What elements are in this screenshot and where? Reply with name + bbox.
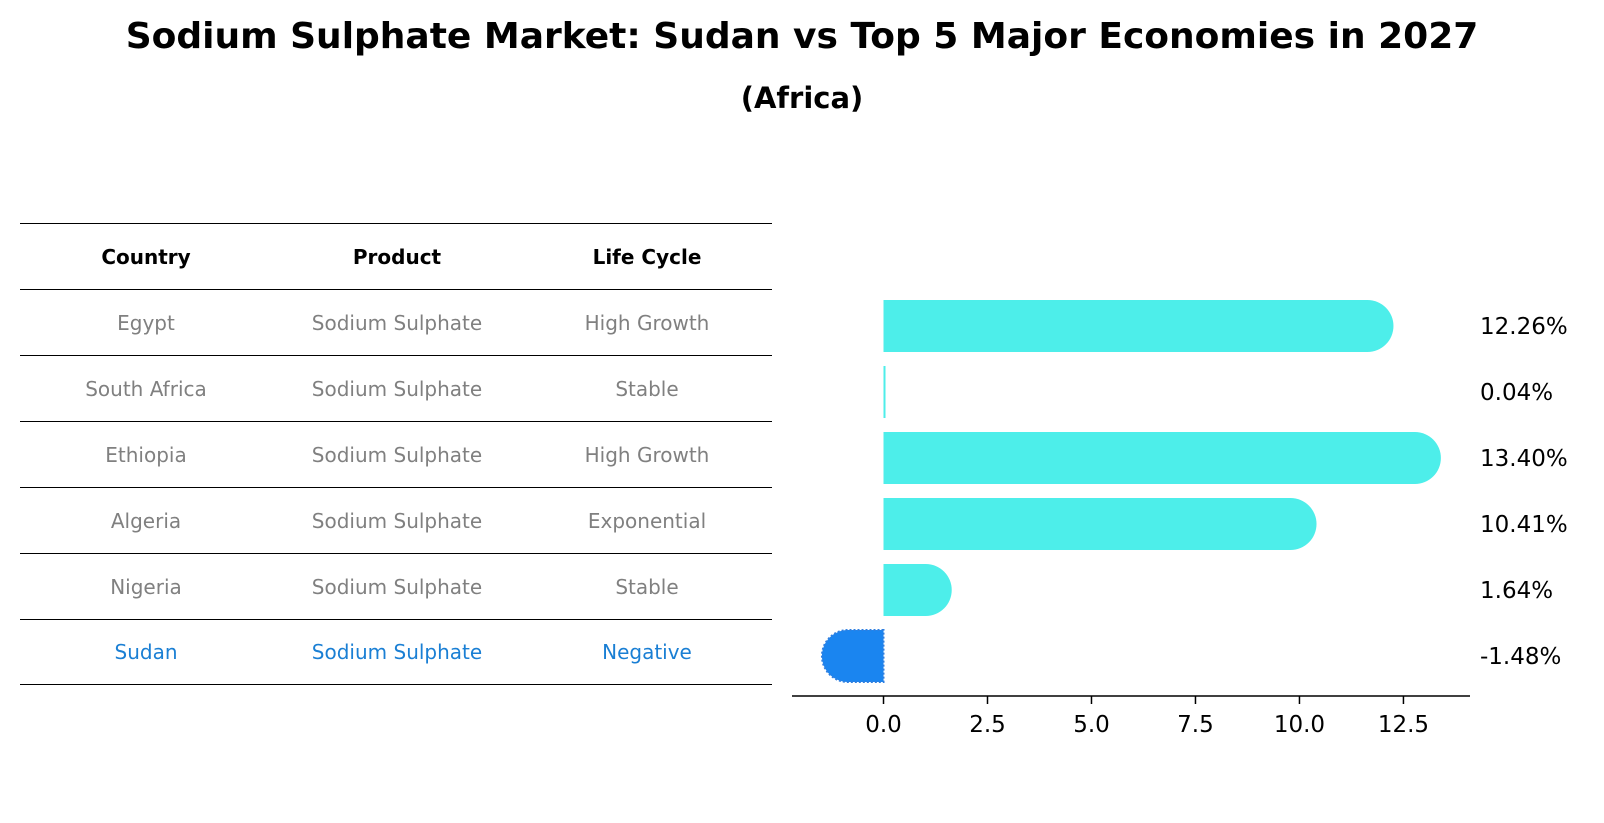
- x-tick-label: 7.5: [1177, 712, 1214, 738]
- table-row: Nigeria Sodium Sulphate Stable: [20, 553, 772, 619]
- cell-country: Sudan: [114, 640, 178, 664]
- value-label-sudan: -1.48%: [1480, 644, 1561, 670]
- bar-egypt: [883, 300, 1394, 352]
- value-label-nigeria: 1.64%: [1480, 578, 1553, 604]
- cell-life-cycle: High Growth: [584, 442, 710, 467]
- bar-sudan: [820, 629, 885, 683]
- cell-life-cycle: Exponential: [587, 508, 707, 533]
- table-row-highlight: Sudan Sodium Sulphate Negative: [20, 619, 772, 685]
- value-label-ethiopia: 13.40%: [1480, 446, 1568, 472]
- column-header-product: Product: [352, 244, 442, 269]
- cell-country: Egypt: [117, 310, 175, 335]
- value-labels-layer: 12.26% 0.04% 13.40% 10.41% 1.64% -1.48%: [1480, 314, 1568, 670]
- table-header-row: Country Product Life Cycle: [20, 223, 772, 289]
- chart-subtitle: (Africa): [740, 81, 864, 115]
- column-header-country: Country: [101, 244, 191, 269]
- cell-product: Sodium Sulphate: [311, 310, 483, 335]
- bar-ethiopia: [883, 432, 1441, 484]
- value-label-algeria: 10.41%: [1480, 512, 1568, 538]
- x-axis: 0.0 2.5 5.0 7.5 10.0 12.5: [792, 695, 1470, 738]
- bar-south-africa: [883, 366, 886, 418]
- cell-product: Sodium Sulphate: [311, 640, 483, 664]
- cell-product: Sodium Sulphate: [311, 574, 483, 599]
- life-cycle-table: Country Product Life Cycle Egypt Sodium …: [20, 223, 772, 685]
- table-row: Egypt Sodium Sulphate High Growth: [20, 289, 772, 355]
- cell-product: Sodium Sulphate: [311, 442, 483, 467]
- cell-product: Sodium Sulphate: [311, 508, 483, 533]
- table-row: Ethiopia Sodium Sulphate High Growth: [20, 421, 772, 487]
- bar-algeria: [883, 498, 1317, 550]
- cell-country: South Africa: [85, 376, 207, 401]
- cell-life-cycle: Stable: [615, 574, 679, 599]
- cell-country: Ethiopia: [105, 442, 187, 467]
- table-row: Algeria Sodium Sulphate Exponential: [20, 487, 772, 553]
- bar-nigeria: [883, 564, 952, 616]
- x-tick-label: 2.5: [969, 712, 1006, 738]
- chart-title: Sodium Sulphate Market: Sudan vs Top 5 M…: [125, 16, 1479, 57]
- cell-life-cycle: Stable: [615, 376, 679, 401]
- x-tick-label: 10.0: [1274, 712, 1325, 738]
- cell-product: Sodium Sulphate: [311, 376, 483, 401]
- cell-country: Algeria: [110, 508, 182, 533]
- column-header-life-cycle: Life Cycle: [592, 244, 702, 269]
- value-label-egypt: 12.26%: [1480, 314, 1568, 340]
- value-label-south-africa: 0.04%: [1480, 380, 1553, 406]
- cell-country: Nigeria: [110, 574, 182, 599]
- x-tick-label: 12.5: [1378, 712, 1429, 738]
- bars-layer: [820, 300, 1441, 683]
- cell-life-cycle: High Growth: [584, 310, 710, 335]
- x-tick-label: 5.0: [1073, 712, 1110, 738]
- x-tick-label: 0.0: [865, 712, 902, 738]
- table-row: South Africa Sodium Sulphate Stable: [20, 355, 772, 421]
- cell-life-cycle: Negative: [602, 640, 692, 664]
